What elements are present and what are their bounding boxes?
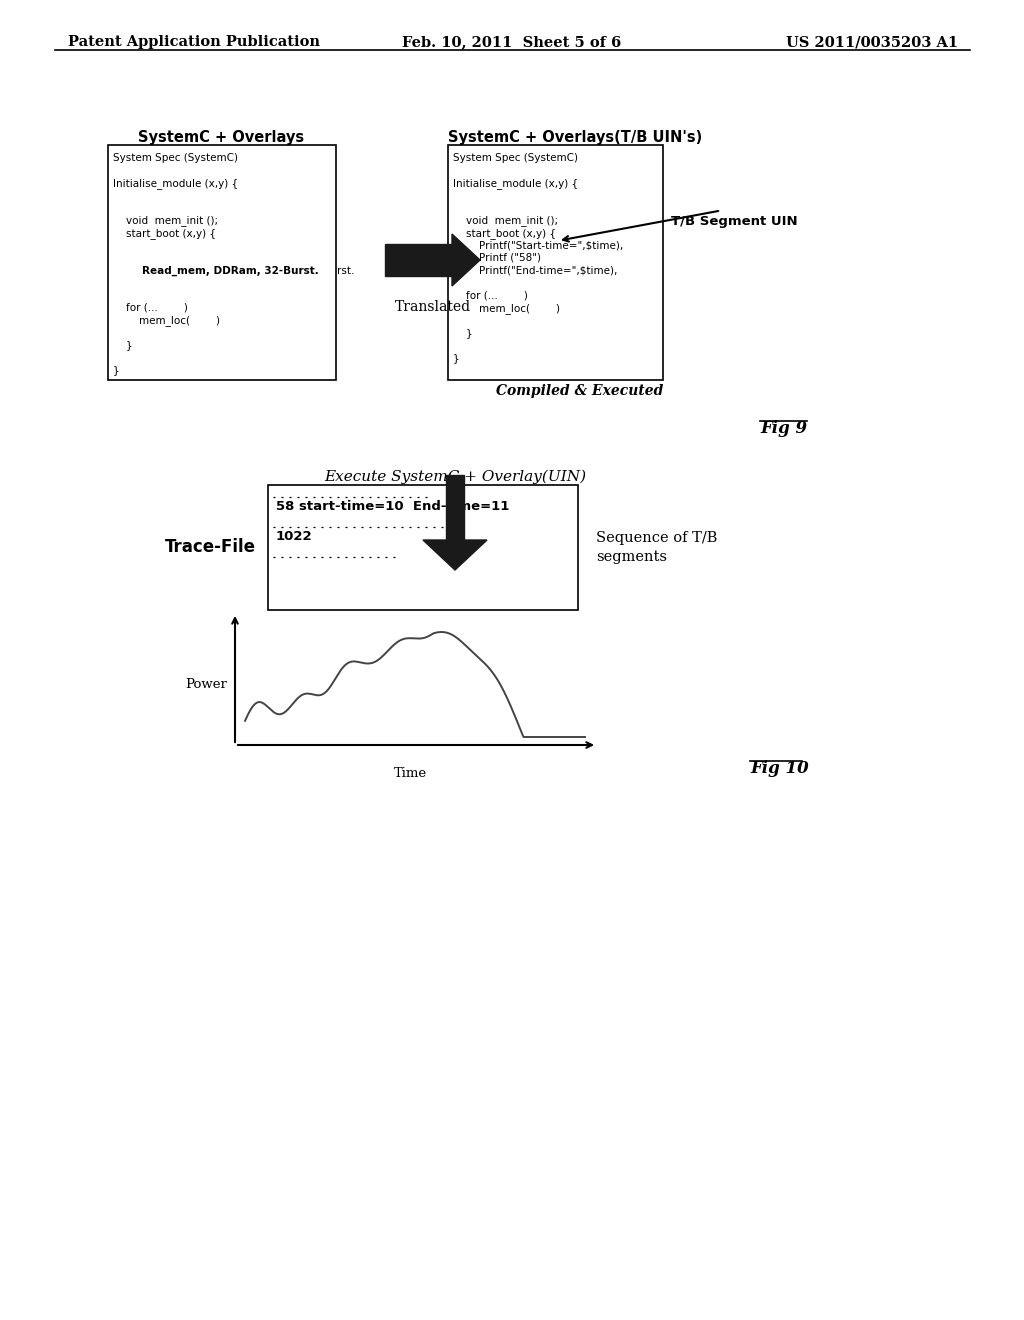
Bar (446, 475, 464, 540)
Text: void  mem_init ();: void mem_init (); (453, 215, 558, 227)
Text: for (...        ): for (... ) (113, 304, 187, 313)
Text: Fig 9: Fig 9 (760, 420, 807, 437)
Text: Read_mem, DDRam, 32-Burst.: Read_mem, DDRam, 32-Burst. (113, 265, 318, 276)
Text: rst.: rst. (337, 265, 354, 276)
Bar (108, 145, 336, 380)
Bar (268, 484, 578, 610)
Text: mem_loc(        ): mem_loc( ) (113, 315, 220, 326)
Text: Feb. 10, 2011  Sheet 5 of 6: Feb. 10, 2011 Sheet 5 of 6 (402, 36, 622, 49)
Text: }: } (453, 327, 473, 338)
Text: Printf("Start-time=",$time),: Printf("Start-time=",$time), (453, 240, 624, 251)
Text: start_boot (x,y) {: start_boot (x,y) { (113, 228, 216, 239)
Text: SystemC + Overlays: SystemC + Overlays (138, 129, 304, 145)
Text: 58 start-time=10  End-time=11: 58 start-time=10 End-time=11 (276, 500, 509, 513)
Text: Fig 10: Fig 10 (750, 760, 809, 777)
Text: SystemC + Overlays(T/B UIN's): SystemC + Overlays(T/B UIN's) (449, 129, 702, 145)
Text: Sequence of T/B
segments: Sequence of T/B segments (596, 531, 718, 564)
Text: System Spec (SystemC): System Spec (SystemC) (453, 153, 578, 162)
Polygon shape (423, 540, 487, 570)
Text: }: } (453, 352, 460, 363)
Polygon shape (452, 234, 480, 286)
Text: mem_loc(        ): mem_loc( ) (453, 304, 560, 314)
Text: Power: Power (185, 678, 227, 692)
Text: Printf("End-time=",$time),: Printf("End-time=",$time), (453, 265, 617, 276)
Text: Execute SystemC + Overlay(UIN): Execute SystemC + Overlay(UIN) (324, 470, 586, 484)
Text: void  mem_init ();: void mem_init (); (113, 215, 218, 227)
Text: Translated: Translated (394, 300, 471, 314)
Text: Compiled & Executed: Compiled & Executed (496, 384, 663, 399)
Text: Initialise_module (x,y) {: Initialise_module (x,y) { (113, 178, 239, 189)
Bar (385, 244, 452, 276)
Text: Initialise_module (x,y) {: Initialise_module (x,y) { (453, 178, 579, 189)
Bar (449, 145, 663, 380)
Text: for (...        ): for (... ) (453, 290, 528, 301)
Text: }: } (113, 341, 133, 351)
Text: }: } (113, 366, 120, 375)
Text: Time: Time (393, 767, 427, 780)
Text: 1022: 1022 (276, 531, 312, 543)
Text: start_boot (x,y) {: start_boot (x,y) { (453, 228, 556, 239)
Text: T/B Segment UIN: T/B Segment UIN (671, 215, 798, 228)
Text: US 2011/0035203 A1: US 2011/0035203 A1 (785, 36, 958, 49)
Text: Printf ("58"): Printf ("58") (453, 253, 541, 263)
Text: Trace-File: Trace-File (165, 539, 256, 557)
Text: System Spec (SystemC): System Spec (SystemC) (113, 153, 238, 162)
Text: Patent Application Publication: Patent Application Publication (68, 36, 319, 49)
